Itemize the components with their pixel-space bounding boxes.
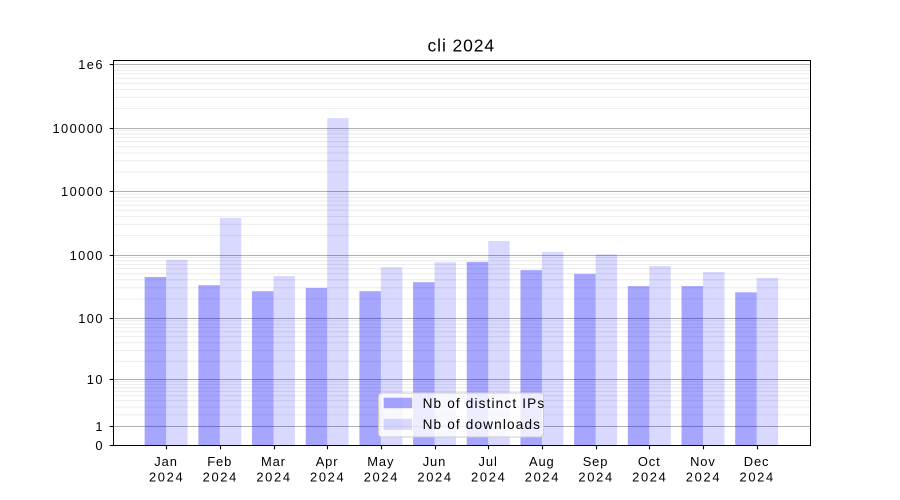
svg-text:2024: 2024 — [256, 469, 291, 484]
svg-text:2024: 2024 — [632, 469, 667, 484]
svg-text:cli 2024: cli 2024 — [428, 35, 496, 55]
svg-text:2024: 2024 — [149, 469, 184, 484]
svg-text:Nb of distinct IPs: Nb of distinct IPs — [423, 396, 546, 411]
svg-text:1: 1 — [95, 419, 104, 434]
svg-text:2024: 2024 — [739, 469, 774, 484]
svg-text:100: 100 — [78, 311, 104, 326]
svg-text:Mar: Mar — [261, 454, 286, 469]
svg-text:Apr: Apr — [316, 454, 339, 469]
svg-text:Aug: Aug — [529, 454, 555, 469]
svg-text:Jun: Jun — [423, 454, 446, 469]
svg-text:2024: 2024 — [203, 469, 238, 484]
svg-text:1000: 1000 — [70, 248, 104, 263]
svg-text:Jul: Jul — [479, 454, 498, 469]
svg-text:2024: 2024 — [417, 469, 452, 484]
svg-text:May: May — [367, 454, 394, 469]
svg-text:Sep: Sep — [583, 454, 609, 469]
svg-text:Nb of downloads: Nb of downloads — [423, 417, 542, 432]
svg-text:2024: 2024 — [578, 469, 613, 484]
svg-text:10000: 10000 — [61, 184, 104, 199]
svg-text:2024: 2024 — [364, 469, 399, 484]
svg-text:Dec: Dec — [744, 454, 770, 469]
svg-text:2024: 2024 — [471, 469, 506, 484]
svg-text:Feb: Feb — [207, 454, 232, 469]
svg-text:Oct: Oct — [638, 454, 661, 469]
svg-text:0: 0 — [95, 438, 104, 453]
svg-text:2024: 2024 — [310, 469, 345, 484]
svg-text:Nov: Nov — [690, 454, 716, 469]
svg-text:Jan: Jan — [154, 454, 177, 469]
svg-text:10: 10 — [87, 372, 104, 387]
svg-text:2024: 2024 — [686, 469, 721, 484]
svg-text:2024: 2024 — [525, 469, 560, 484]
svg-text:100000: 100000 — [52, 121, 103, 136]
svg-text:1e6: 1e6 — [78, 57, 104, 72]
